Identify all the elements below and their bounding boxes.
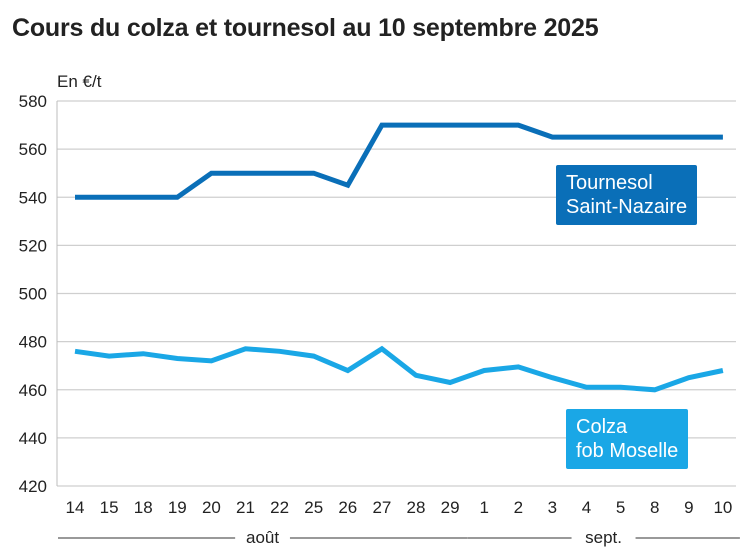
x-tick-label: 1 [479, 498, 488, 517]
x-tick-label: 25 [304, 498, 323, 517]
y-axis-ticks: 420 440 460 480 500 520 540 560 580 [19, 92, 47, 496]
legend-colza: Colza fob Moselle [566, 409, 689, 469]
y-tick-label: 480 [19, 333, 47, 352]
legend-tournesol-line2: Saint-Nazaire [566, 196, 688, 218]
legend-tournesol: Tournesol Saint-Nazaire [556, 165, 698, 225]
y-tick-label: 500 [19, 285, 47, 304]
series-line-tournesol [75, 122, 723, 200]
x-tick-label: 20 [202, 498, 221, 517]
x-tick-label: 10 [713, 498, 732, 517]
x-tick-label: 8 [650, 498, 659, 517]
y-tick-label: 420 [19, 477, 47, 496]
y-tick-label: 520 [19, 236, 47, 255]
y-tick-label: 540 [19, 188, 47, 207]
x-tick-label: 4 [582, 498, 591, 517]
y-axis-label: En €/t [57, 72, 102, 91]
y-tick-label: 440 [19, 429, 47, 448]
x-tick-label: 18 [134, 498, 153, 517]
x-tick-label: 19 [168, 498, 187, 517]
legend-tournesol-line1: Tournesol [566, 172, 653, 194]
x-tick-label: 29 [441, 498, 460, 517]
legend-colza-line2: fob Moselle [576, 440, 679, 462]
x-axis-ticks: 14 15 18 19 20 21 22 25 26 27 28 29 1 2 3 4 5 8 9 10 [66, 498, 733, 517]
x-tick-label: 21 [236, 498, 255, 517]
x-tick-label: 9 [684, 498, 693, 517]
x-tick-label: 27 [372, 498, 391, 517]
y-tick-label: 560 [19, 140, 47, 159]
x-tick-label: 2 [514, 498, 523, 517]
month-groups: août sept. [58, 528, 740, 547]
x-tick-label: 22 [270, 498, 289, 517]
x-tick-label: 5 [616, 498, 625, 517]
month-label: sept. [585, 528, 622, 547]
y-tick-label: 580 [19, 92, 47, 111]
series-lines [74, 122, 724, 393]
x-tick-label: 14 [66, 498, 85, 517]
x-tick-label: 15 [100, 498, 119, 517]
x-tick-label: 3 [548, 498, 557, 517]
legend-colza-line1: Colza [576, 416, 628, 438]
month-label: août [246, 528, 279, 547]
series-line-colza [74, 345, 724, 393]
x-tick-label: 26 [338, 498, 357, 517]
chart-title: Cours du colza et tournesol au 10 septem… [12, 14, 599, 42]
x-tick-label: 28 [407, 498, 426, 517]
y-tick-label: 460 [19, 381, 47, 400]
